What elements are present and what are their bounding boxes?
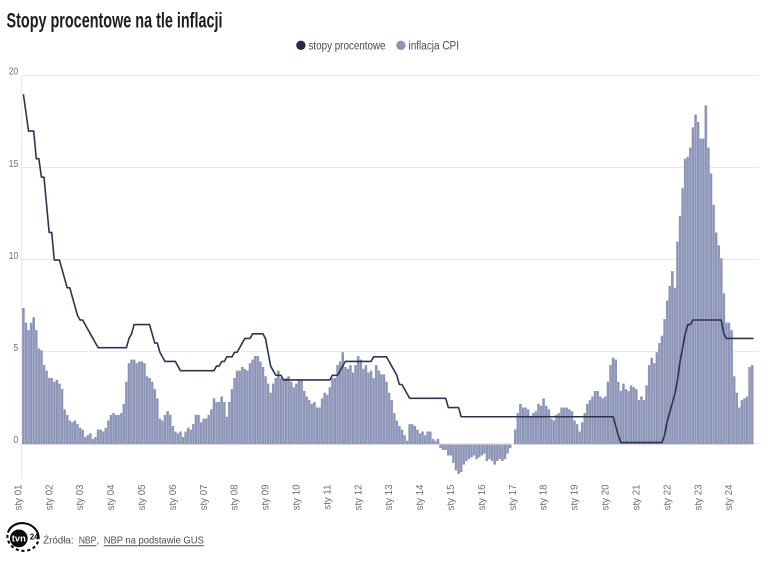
svg-text:stopy procentowe: stopy procentowe — [309, 41, 386, 53]
svg-text:,: , — [96, 535, 99, 547]
svg-text:15: 15 — [9, 158, 19, 170]
svg-text:Źródła:: Źródła: — [43, 534, 74, 547]
svg-text:sty 20: sty 20 — [601, 484, 612, 510]
svg-text:sty 23: sty 23 — [693, 485, 704, 511]
svg-text:sty 06: sty 06 — [168, 485, 179, 511]
svg-text:sty 21: sty 21 — [631, 485, 642, 511]
svg-text:sty 04: sty 04 — [106, 484, 117, 510]
svg-text:sty 15: sty 15 — [446, 485, 457, 511]
svg-text:sty 17: sty 17 — [508, 485, 519, 511]
svg-text:20: 20 — [9, 66, 19, 78]
svg-text:sty 18: sty 18 — [539, 485, 550, 511]
svg-text:sty 11: sty 11 — [322, 485, 333, 510]
svg-text:sty 14: sty 14 — [415, 484, 426, 510]
svg-text:10: 10 — [9, 250, 19, 262]
svg-text:sty 01: sty 01 — [13, 485, 24, 511]
svg-text:sty 07: sty 07 — [199, 485, 210, 511]
svg-text:NBP: NBP — [79, 535, 97, 547]
svg-text:NBP na podstawie GUS: NBP na podstawie GUS — [104, 535, 204, 547]
svg-text:sty 16: sty 16 — [477, 485, 488, 511]
svg-text:sty 19: sty 19 — [570, 485, 581, 511]
svg-text:sty 22: sty 22 — [662, 485, 673, 511]
svg-text:sty 12: sty 12 — [353, 485, 364, 511]
svg-text:sty 10: sty 10 — [292, 484, 303, 510]
svg-text:sty 02: sty 02 — [44, 485, 55, 511]
svg-text:tvn: tvn — [12, 534, 26, 544]
svg-text:sty 24: sty 24 — [724, 484, 735, 510]
svg-text:0: 0 — [13, 434, 18, 446]
svg-text:inflacja CPI: inflacja CPI — [409, 41, 460, 53]
svg-text:24: 24 — [30, 532, 39, 541]
svg-text:sty 09: sty 09 — [261, 485, 272, 511]
svg-text:Stopy procentowe na tle inflac: Stopy procentowe na tle inflacji — [7, 10, 223, 33]
svg-text:sty 05: sty 05 — [137, 485, 148, 511]
svg-text:5: 5 — [13, 342, 18, 354]
svg-text:sty 03: sty 03 — [75, 485, 86, 511]
svg-text:sty 08: sty 08 — [230, 485, 241, 511]
svg-text:sty 13: sty 13 — [384, 485, 395, 511]
